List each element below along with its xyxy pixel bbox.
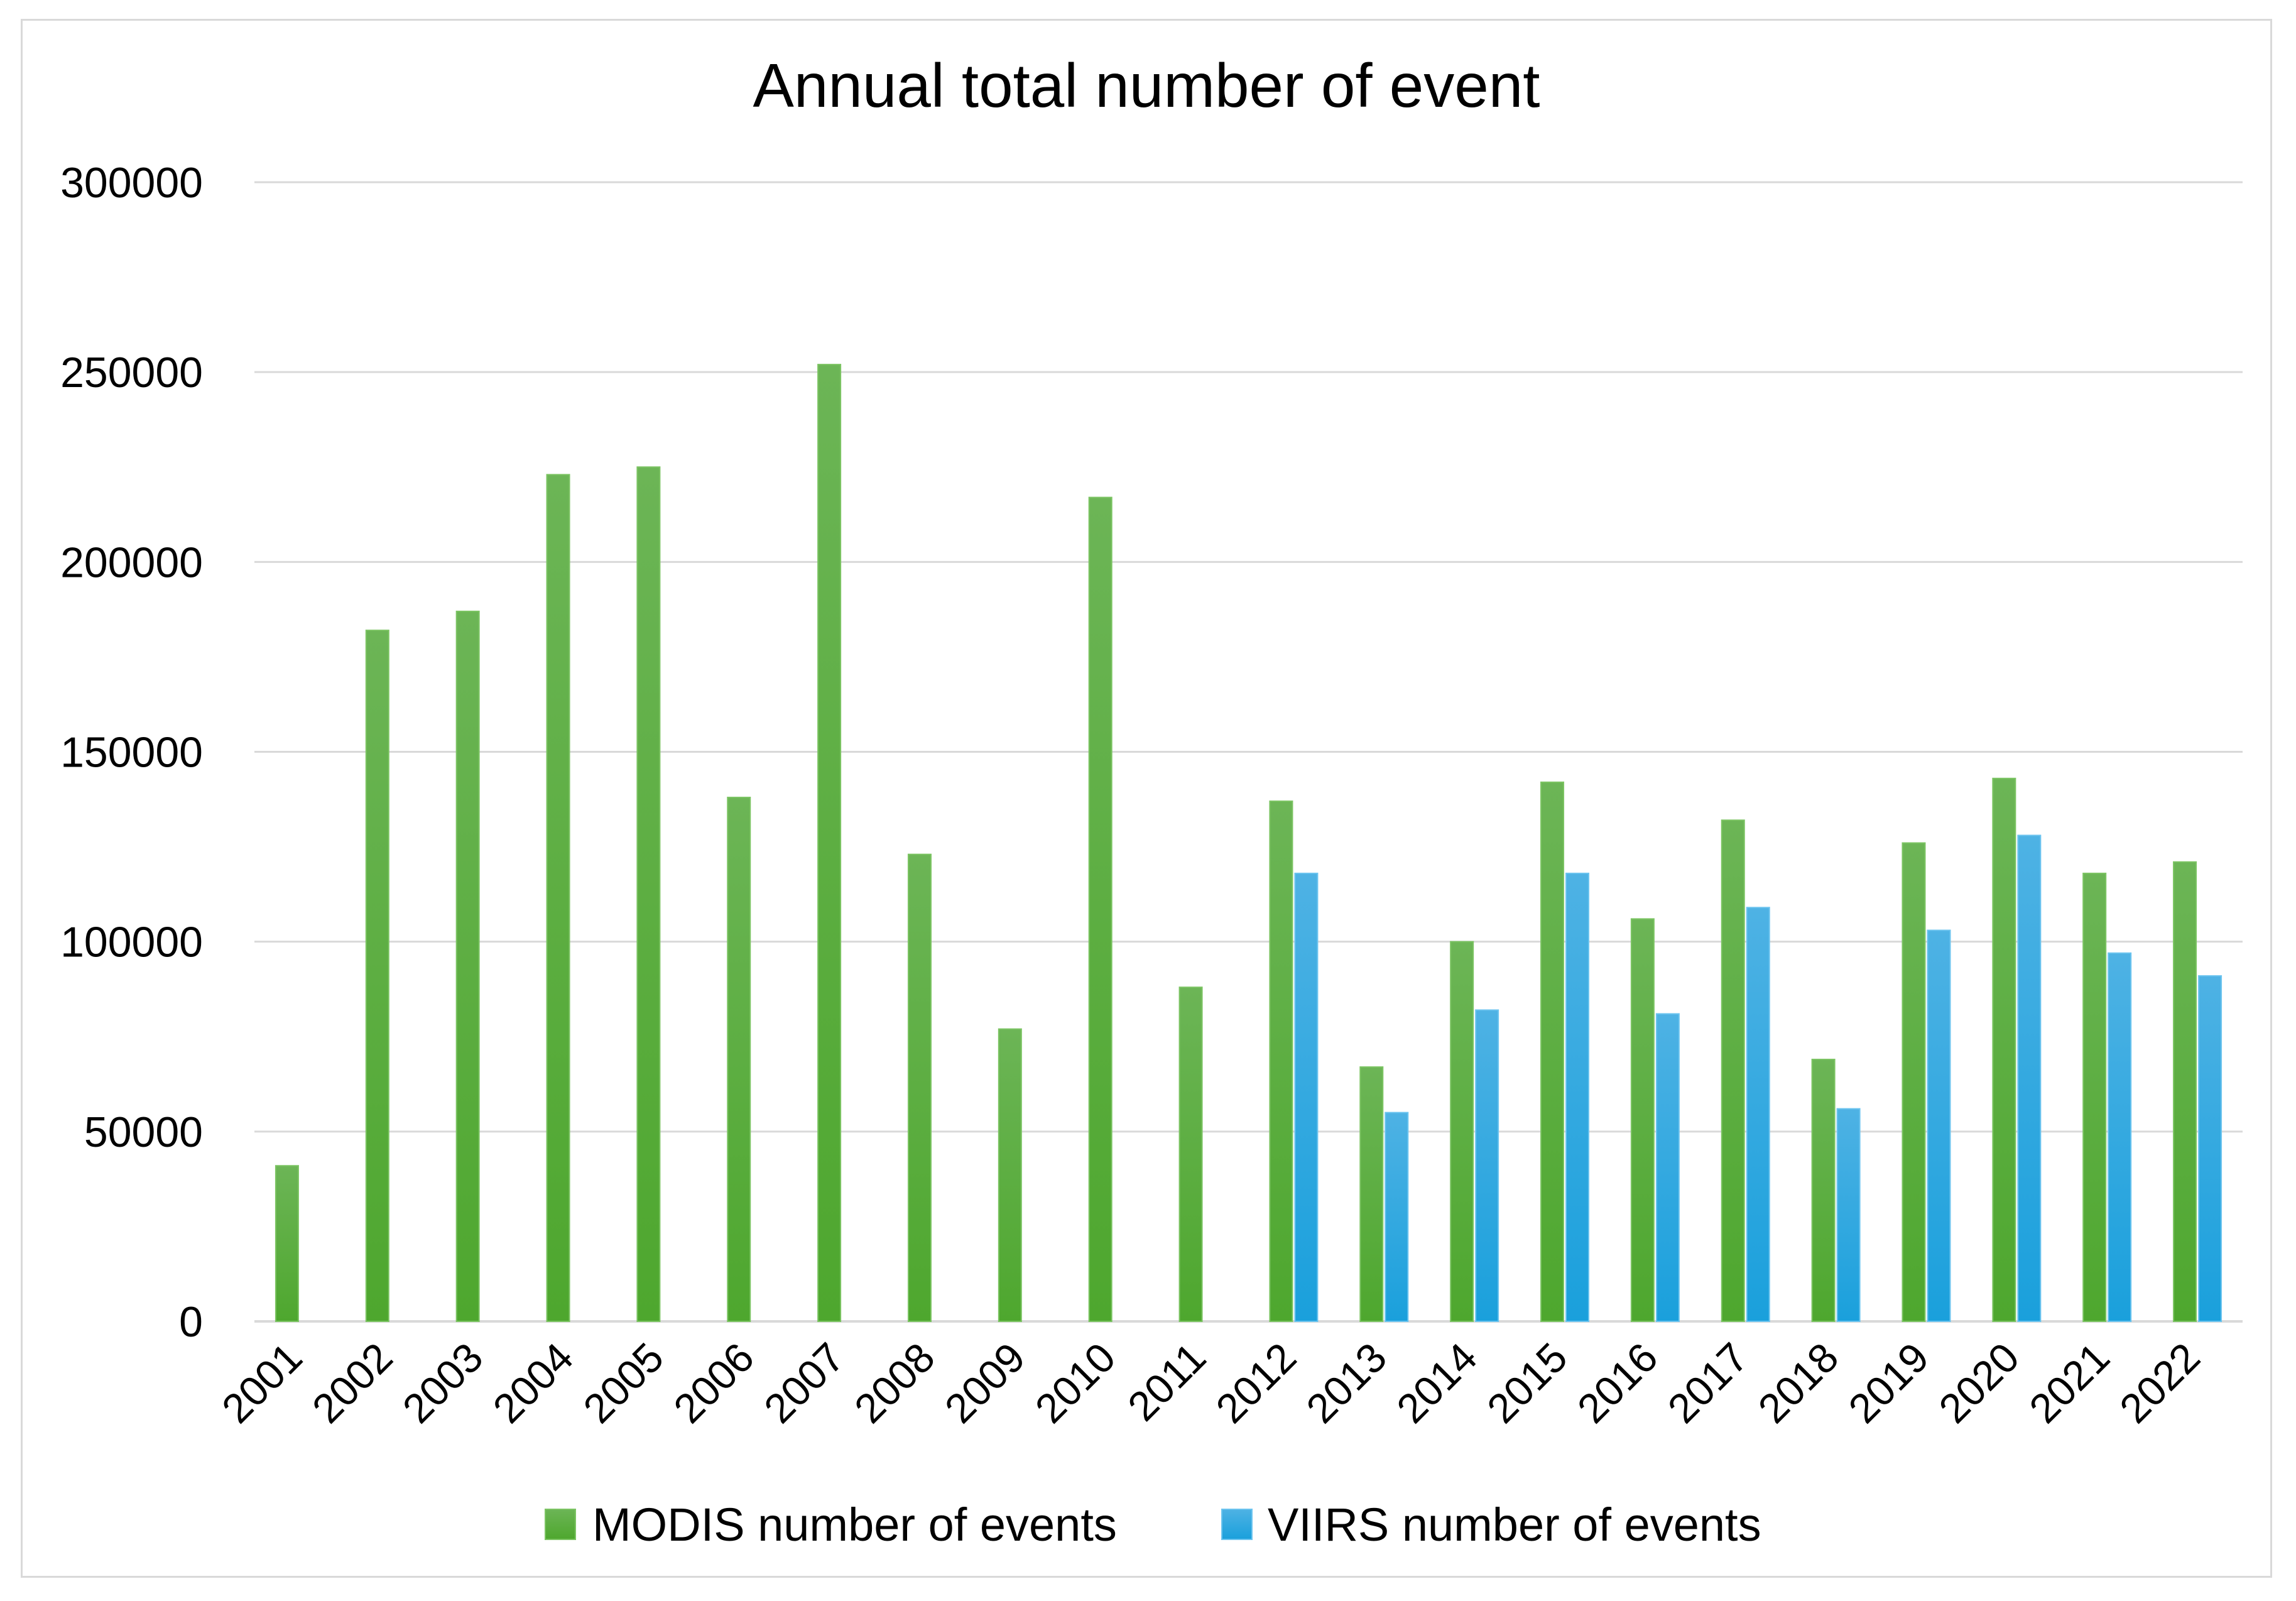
x-tick-label: 2017 [1659, 1334, 1757, 1432]
y-tick-label: 300000 [60, 159, 203, 207]
x-tick-label: 2010 [1026, 1334, 1124, 1432]
bar-modis [1992, 777, 2016, 1322]
bar-modis [1811, 1059, 1836, 1322]
x-tick-label: 2016 [1569, 1334, 1667, 1432]
x-tick-label: 2001 [213, 1334, 311, 1432]
x-tick-label: 2013 [1297, 1334, 1395, 1432]
bar-viirs [1565, 872, 1590, 1323]
bar-modis [817, 364, 842, 1323]
bar-viirs [1294, 872, 1319, 1323]
legend: MODIS number of events VIIRS number of ev… [545, 1499, 1761, 1551]
bar-viirs [2108, 952, 2132, 1322]
legend-label-modis: MODIS number of events [592, 1499, 1117, 1551]
bar-viirs [1746, 907, 1770, 1322]
x-tick-label: 2008 [846, 1334, 944, 1432]
x-tick-label: 2012 [1207, 1334, 1305, 1432]
bar-modis [1540, 781, 1565, 1322]
x-tick-label: 2005 [574, 1334, 672, 1432]
x-tick-label: 2004 [484, 1334, 582, 1432]
x-tick-label: 2006 [665, 1334, 763, 1432]
bar-modis [455, 610, 480, 1323]
x-tick-label: 2015 [1478, 1334, 1576, 1432]
y-tick-label: 250000 [60, 349, 203, 396]
bar-modis [1269, 800, 1293, 1322]
bar-modis [2082, 872, 2107, 1323]
bars [275, 364, 2223, 1323]
bar-modis [275, 1165, 299, 1323]
x-axis-ticks: 2001200220032004200520062007200820092010… [213, 1334, 2209, 1432]
bar-modis [998, 1028, 1022, 1322]
x-tick-label: 2014 [1388, 1334, 1486, 1432]
x-tick-label: 2002 [303, 1334, 401, 1432]
chart-frame [21, 19, 2272, 1578]
bar-modis [1721, 819, 1745, 1322]
bar-viirs [2198, 975, 2223, 1322]
bar-modis [365, 630, 389, 1323]
x-tick-label: 2020 [1930, 1334, 2028, 1432]
bar-viirs [1475, 1009, 1499, 1322]
bar-viirs [2017, 834, 2042, 1323]
bar-modis [1450, 941, 1474, 1322]
bar-modis [546, 474, 570, 1322]
bar-modis [1088, 496, 1113, 1322]
x-tick-label: 2018 [1749, 1334, 1847, 1432]
x-tick-label: 2021 [2020, 1334, 2118, 1432]
bar-modis [727, 797, 751, 1322]
bar-modis [907, 853, 932, 1323]
y-tick-label: 50000 [84, 1108, 203, 1156]
y-axis-ticks: 0 50000 100000 150000 200000 250000 300000 [60, 159, 203, 1346]
y-tick-label: 150000 [60, 729, 203, 777]
y-tick-label: 200000 [60, 538, 203, 586]
bar-viirs [1385, 1112, 1409, 1323]
legend-swatch-modis [545, 1509, 576, 1540]
legend-label-viirs: VIIRS number of events [1268, 1499, 1761, 1551]
x-tick-label: 2022 [2111, 1334, 2209, 1432]
bar-viirs [1836, 1108, 1861, 1323]
chart-title: Annual total number of event [753, 51, 1540, 120]
bar-modis [1630, 918, 1655, 1322]
x-tick-label: 2009 [936, 1334, 1034, 1432]
bar-viirs [1655, 1013, 1680, 1322]
y-tick-label: 100000 [60, 919, 203, 966]
x-tick-label: 2003 [393, 1334, 491, 1432]
x-tick-label: 2007 [755, 1334, 853, 1432]
bar-viirs [1927, 929, 1951, 1322]
bar-modis [1178, 986, 1203, 1322]
bar-modis [2173, 861, 2197, 1323]
legend-swatch-viirs [1221, 1509, 1253, 1540]
x-tick-label: 2019 [1839, 1334, 1937, 1432]
y-tick-label: 0 [179, 1298, 203, 1346]
x-tick-label: 2011 [1119, 1334, 1215, 1430]
bar-modis [1359, 1066, 1384, 1322]
bar-modis [636, 466, 661, 1322]
bar-modis [1902, 842, 1926, 1323]
